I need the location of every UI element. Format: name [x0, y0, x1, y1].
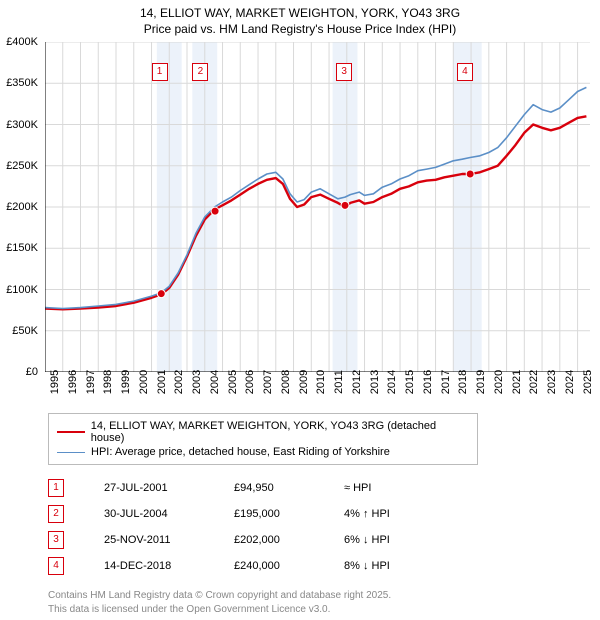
x-axis-label: 2013 — [369, 370, 381, 394]
sales-row: 4 14-DEC-2018£240,0008% ↓ HPI — [48, 553, 600, 579]
sale-marker-2: 2 — [192, 63, 208, 81]
x-axis-label: 2003 — [191, 370, 203, 394]
sales-marker: 2 — [48, 505, 64, 523]
legend: 14, ELLIOT WAY, MARKET WEIGHTON, YORK, Y… — [48, 413, 478, 465]
x-axis-label: 2001 — [156, 370, 168, 394]
legend-item: HPI: Average price, detached house, East… — [57, 445, 469, 459]
y-axis-label: £350K — [6, 77, 38, 89]
x-axis-label: 2011 — [333, 370, 345, 394]
x-axis-label: 2019 — [475, 370, 487, 394]
sales-date: 25-NOV-2011 — [104, 534, 234, 546]
x-axis-label: 1998 — [102, 370, 114, 394]
sales-row: 2 30-JUL-2004£195,0004% ↑ HPI — [48, 501, 600, 527]
title-line-1: 14, ELLIOT WAY, MARKET WEIGHTON, YORK, Y… — [140, 6, 460, 20]
footer-line-2: This data is licensed under the Open Gov… — [48, 604, 330, 615]
y-axis-label: £50K — [12, 325, 38, 337]
y-axis-label: £100K — [6, 284, 38, 296]
y-axis-label: £300K — [6, 119, 38, 131]
x-axis-label: 1996 — [67, 370, 79, 394]
sales-marker: 4 — [48, 557, 64, 575]
y-axis-label: £250K — [6, 160, 38, 172]
sale-marker-4: 4 — [457, 63, 473, 81]
sales-price: £195,000 — [234, 508, 344, 520]
sales-delta: 6% ↓ HPI — [344, 534, 444, 546]
x-axis-label: 2005 — [227, 370, 239, 394]
legend-label: HPI: Average price, detached house, East… — [91, 446, 390, 458]
sales-price: £202,000 — [234, 534, 344, 546]
x-axis-label: 2020 — [493, 370, 505, 394]
sale-marker-3: 3 — [336, 63, 352, 81]
x-axis-label: 2007 — [262, 370, 274, 394]
sales-date: 30-JUL-2004 — [104, 508, 234, 520]
x-axis-label: 1995 — [49, 370, 61, 394]
x-axis-label: 2015 — [404, 370, 416, 394]
y-axis-label: £150K — [6, 242, 38, 254]
x-axis-label: 1997 — [85, 370, 97, 394]
x-axis-label: 2025 — [582, 370, 594, 394]
y-axis-label: £0 — [26, 366, 38, 378]
sales-date: 27-JUL-2001 — [104, 482, 234, 494]
x-axis-label: 2016 — [422, 370, 434, 394]
sales-delta: ≈ HPI — [344, 482, 444, 494]
legend-swatch — [57, 452, 85, 453]
y-axis-label: £400K — [6, 36, 38, 48]
sales-marker: 3 — [48, 531, 64, 549]
y-axis-label: £200K — [6, 201, 38, 213]
sales-row: 3 25-NOV-2011£202,0006% ↓ HPI — [48, 527, 600, 553]
sales-price: £94,950 — [234, 482, 344, 494]
x-axis-label: 2002 — [173, 370, 185, 394]
sale-marker-1: 1 — [152, 63, 168, 81]
x-axis-label: 2004 — [209, 370, 221, 394]
x-axis-label: 2017 — [440, 370, 452, 394]
x-axis-label: 2008 — [280, 370, 292, 394]
sales-table: 1 27-JUL-2001£94,950≈ HPI 2 30-JUL-2004£195… — [48, 475, 600, 579]
x-axis-label: 2006 — [244, 370, 256, 394]
x-axis-label: 2000 — [138, 370, 150, 394]
x-axis-label: 2010 — [315, 370, 327, 394]
sales-marker: 1 — [48, 479, 64, 497]
x-axis-label: 1999 — [120, 370, 132, 394]
plot-area: £0 £50K £100K £150K £200K £250K £300K £350K £400… — [0, 37, 600, 407]
x-axis-label: 2012 — [351, 370, 363, 394]
x-axis-label: 2021 — [511, 370, 523, 394]
chart-title: 14, ELLIOT WAY, MARKET WEIGHTON, YORK, Y… — [0, 0, 600, 37]
legend-swatch — [57, 431, 85, 433]
x-axis-label: 2014 — [386, 370, 398, 394]
x-axis-label: 2023 — [546, 370, 558, 394]
legend-item: 14, ELLIOT WAY, MARKET WEIGHTON, YORK, Y… — [57, 419, 469, 445]
plot-svg — [45, 42, 590, 372]
x-axis-label: 2009 — [298, 370, 310, 394]
x-axis-label: 2018 — [457, 370, 469, 394]
footer-attribution: Contains HM Land Registry data © Crown c… — [48, 589, 600, 616]
sales-price: £240,000 — [234, 560, 344, 572]
sales-delta: 8% ↓ HPI — [344, 560, 444, 572]
sales-row: 1 27-JUL-2001£94,950≈ HPI — [48, 475, 600, 501]
sales-delta: 4% ↑ HPI — [344, 508, 444, 520]
sales-date: 14-DEC-2018 — [104, 560, 234, 572]
x-axis-label: 2022 — [528, 370, 540, 394]
legend-label: 14, ELLIOT WAY, MARKET WEIGHTON, YORK, Y… — [91, 420, 469, 444]
footer-line-1: Contains HM Land Registry data © Crown c… — [48, 590, 391, 601]
title-line-2: Price paid vs. HM Land Registry's House … — [144, 22, 456, 36]
chart-container: 14, ELLIOT WAY, MARKET WEIGHTON, YORK, Y… — [0, 0, 600, 616]
x-axis-label: 2024 — [564, 370, 576, 394]
